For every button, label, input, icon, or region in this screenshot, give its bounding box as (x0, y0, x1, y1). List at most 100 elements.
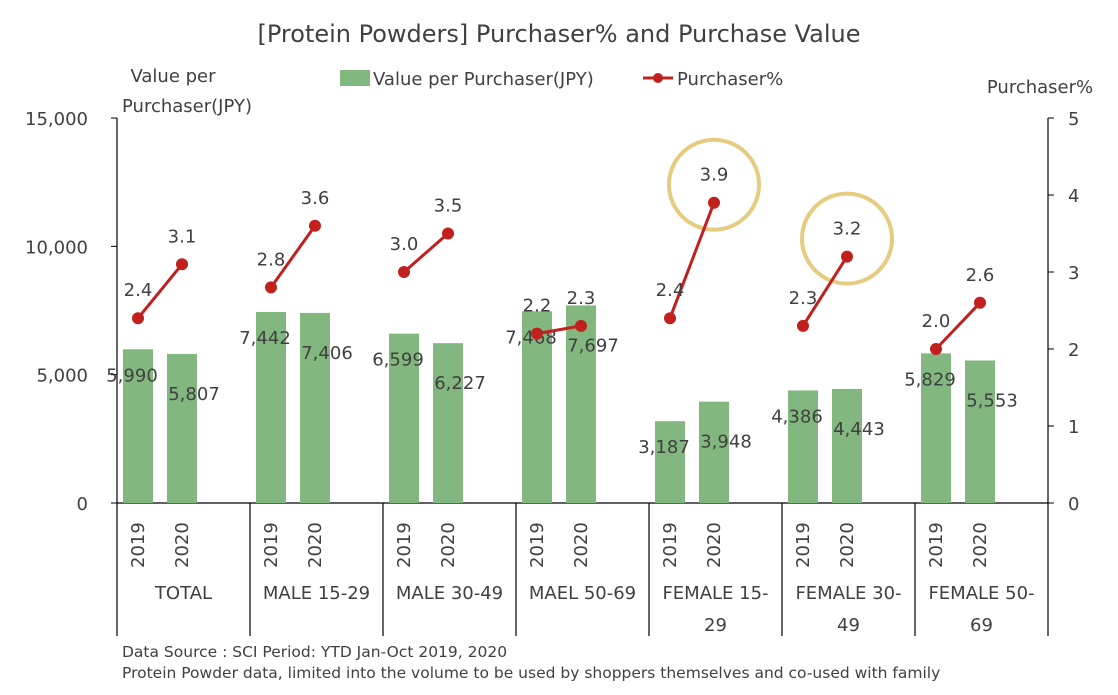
purchaser-label: 3.6 (301, 188, 330, 209)
year-label: 2020 (571, 522, 592, 568)
purchaser-point (974, 296, 986, 309)
bar-2020 (300, 312, 330, 503)
year-label: 2020 (970, 522, 991, 568)
category-label: MALE 15-29 (262, 583, 371, 604)
purchaser-point (176, 258, 188, 271)
purchaser-label: 2.4 (656, 280, 685, 301)
bar-value-label: 6,599 (372, 350, 424, 371)
bar-value-label: 5,990 (106, 365, 158, 386)
highlight-circle (800, 191, 894, 286)
purchaser-label: 3.0 (390, 234, 419, 255)
right-tick-label: 0 (1068, 494, 1079, 515)
year-label: 2019 (261, 522, 282, 568)
bar-2019 (389, 333, 419, 503)
chart-title: [Protein Powders] Purchaser% and Purchas… (258, 20, 861, 48)
bar-2019 (522, 311, 552, 503)
purchaser-point (398, 266, 410, 278)
left-tick-label: 15,000 (25, 109, 88, 130)
purchaser-point (664, 312, 676, 325)
purchaser-point (797, 319, 809, 332)
bar-2019 (123, 349, 153, 503)
category-label: FEMALE 50-69 (928, 583, 1035, 636)
purchaser-label: 2.8 (257, 249, 286, 270)
bar-value-label: 7,442 (239, 328, 291, 349)
right-tick-label: 3 (1068, 263, 1079, 284)
right-tick-label: 1 (1068, 417, 1079, 438)
purchaser-point (132, 312, 144, 325)
year-label: 2019 (128, 522, 149, 568)
year-label: 2020 (704, 522, 725, 568)
footer-source: Data Source : SCI Period: YTD Jan-Oct 20… (122, 643, 508, 661)
purchaser-point (930, 343, 942, 355)
bar-value-label: 5,807 (168, 384, 220, 405)
year-label: 2020 (438, 522, 459, 568)
bar-2020 (433, 343, 463, 503)
bar-value-label: 3,187 (638, 437, 690, 458)
purchaser-label: 2.3 (567, 288, 596, 309)
year-label: 2019 (926, 522, 947, 568)
left-tick-label: 0 (77, 494, 88, 515)
purchaser-point (841, 250, 853, 263)
category-label: TOTAL (154, 583, 213, 604)
purchaser-line-segment (801, 255, 849, 327)
purchaser-label: 2.3 (789, 288, 818, 309)
bar-value-label: 6,227 (434, 373, 486, 394)
year-label: 2019 (660, 522, 681, 568)
category-label: MAEL 50-69 (528, 583, 637, 604)
purchaser-line-segment (403, 232, 449, 274)
bar-value-label: 3,948 (700, 432, 752, 453)
highlight-circle (667, 137, 761, 232)
legend-bar-swatch (340, 70, 370, 86)
legend-line-marker (653, 73, 663, 83)
category-label: FEMALE 30-49 (795, 583, 902, 636)
right-axis-title: Purchaser% (987, 77, 1093, 98)
purchaser-line-segment (136, 263, 184, 320)
bar-2020 (965, 360, 995, 503)
purchaser-line-segment (668, 202, 716, 319)
year-label: 2019 (527, 522, 548, 568)
year-label: 2020 (837, 522, 858, 568)
right-tick-label: 5 (1068, 109, 1079, 130)
purchaser-point (265, 281, 277, 294)
bar-2019 (788, 390, 818, 503)
bar-value-label: 4,386 (771, 406, 823, 427)
purchaser-label: 2.6 (966, 265, 995, 286)
bar-2020 (566, 305, 596, 503)
bar-2020 (699, 401, 729, 503)
right-tick-label: 4 (1068, 186, 1079, 207)
bar-value-label: 7,697 (567, 335, 619, 356)
purchaser-label: 3.5 (434, 196, 463, 217)
right-tick-label: 2 (1068, 340, 1079, 361)
purchaser-label: 3.9 (700, 165, 729, 186)
category-label: FEMALE 15-29 (662, 583, 769, 636)
bar-value-label: 7,406 (301, 343, 353, 364)
year-label: 2019 (394, 522, 415, 568)
bar-2019 (655, 421, 685, 503)
purchaser-label: 3.2 (833, 219, 862, 240)
purchaser-point (309, 219, 321, 232)
legend-bar-label: Value per Purchaser(JPY) (373, 69, 594, 90)
purchaser-line-segment (934, 301, 982, 351)
purchaser-label: 2.0 (922, 311, 951, 332)
year-label: 2019 (793, 522, 814, 568)
purchaser-label: 2.4 (124, 280, 153, 301)
purchaser-point (575, 319, 587, 332)
bar-value-label: 5,829 (904, 369, 956, 390)
bar-2019 (256, 311, 286, 503)
year-label: 2020 (305, 522, 326, 568)
purchaser-line-segment (269, 224, 317, 289)
bar-2020 (832, 388, 862, 503)
bar-value-label: 4,443 (833, 419, 885, 440)
footer-note: Protein Powder data, limited into the vo… (122, 664, 941, 682)
bar-2019 (921, 353, 951, 503)
year-label: 2020 (172, 522, 193, 568)
purchaser-label: 2.2 (523, 296, 552, 317)
left-axis-title-line2: Purchaser(JPY) (122, 96, 252, 117)
legend-line-label: Purchaser% (677, 69, 783, 90)
category-label: MALE 30-49 (395, 583, 504, 604)
purchaser-label: 3.1 (168, 226, 197, 247)
bar-value-label: 5,553 (966, 390, 1018, 411)
purchaser-point (442, 227, 454, 240)
